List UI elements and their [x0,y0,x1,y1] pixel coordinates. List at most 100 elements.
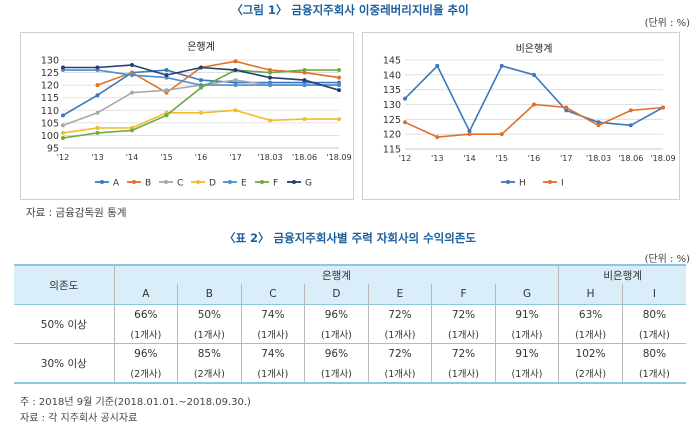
table-cell-count: (1개사) [431,324,496,344]
data-point-A [61,113,65,118]
legend-label: I [561,179,564,189]
y-tick-label: 110 [41,106,59,117]
data-point-G [130,63,134,68]
y-tick-label: 140 [383,70,401,81]
table-cell-count: (1개사) [177,324,242,344]
data-point-H [499,63,504,68]
data-point-I [435,135,440,140]
legend-marker-C [164,180,168,184]
data-point-I [499,132,504,137]
y-tick-label: 120 [41,81,59,92]
table-cell: 72% [431,304,496,324]
x-tick-label: '12 [399,154,411,163]
data-point-F [199,85,203,90]
data-point-A [95,93,100,98]
data-point-G [95,65,100,70]
data-point-I [532,102,536,107]
chart-title: 은행계 [187,41,215,53]
col-header: E [367,284,432,305]
data-point-B [233,59,238,64]
bank-chart: 은행계95100105110115120125130'12'13'14'15'1… [41,41,352,189]
legend-marker-B [132,180,136,184]
data-point-C [95,110,100,115]
data-point-D [337,117,341,122]
table-cell: 63% [558,304,623,324]
data-point-B [337,75,341,80]
col-header: D [304,284,369,305]
row-label: 50% 이상 [14,304,115,344]
dependence-table: 의존도 은행계 비은행계 A B C D E F G H I 50% 이상 66… [14,264,686,384]
legend-marker-E [228,180,232,184]
x-tick-label: '16 [195,153,207,162]
data-point-I [628,108,633,113]
group-bank-header: 은행계 [113,265,559,284]
col-header: C [240,284,305,305]
data-point-I [403,120,407,125]
data-point-F [95,130,100,135]
x-tick-label: '14 [126,153,138,162]
x-tick-label: '14 [463,154,475,163]
data-point-G [268,75,272,80]
table-cell-count: (1개사) [431,363,496,383]
data-point-I [596,123,601,128]
data-point-C [233,78,238,83]
data-point-H [596,120,601,125]
legend-marker-D [196,180,200,184]
data-point-G [199,65,203,70]
table-cell-count: (1개사) [494,324,559,344]
x-tick-label: '18.09 [326,153,351,162]
x-tick-label: '13 [431,154,443,163]
x-tick-label: '15 [160,153,172,162]
data-point-F [337,68,341,73]
legend-marker-F [260,180,264,184]
data-point-E [130,73,134,78]
group-nonbank-header: 비은행계 [558,265,686,284]
y-tick-label: 130 [383,100,401,111]
table-cell: 102% [558,343,623,363]
col-header: G [494,284,559,305]
data-point-H [628,123,633,128]
data-point-I [467,132,472,137]
y-tick-label: 135 [383,85,401,96]
table-cell: 72% [367,304,432,324]
table-cell: 80% [621,304,686,324]
data-point-F [268,70,272,75]
data-point-E [268,83,272,88]
series-line-I [404,103,664,138]
y-tick-label: 105 [41,118,59,129]
nonbank-chart: 비은행계 115 120 125 130 135 140 145 '12 '13 '14 '15 '16… [383,43,676,189]
x-tick-label: '18.06 [292,153,317,162]
table-cell: 96% [304,343,369,363]
data-point-D [268,118,272,123]
table-cell-count: (1개사) [113,324,178,344]
col-header: A [113,284,178,305]
nonbank-chart-panel: 비은행계 115 120 125 130 135 140 145 '12 '13 '14 '15 '16… [362,32,680,200]
table-cell: 80% [621,343,686,363]
table-cell-count: (2개사) [558,363,623,383]
x-tick-label: '18.03 [257,153,282,162]
legend-label: B [145,179,151,189]
col-header: I [621,284,686,305]
data-point-I [661,105,665,110]
x-tick-label: '15 [496,154,508,163]
figure-title: 〈그림 1〉 금융지주회사 이중레버리지비율 추이 [231,3,469,17]
chart-title: 비은행계 [516,43,553,55]
legend-label: G [305,179,312,189]
y-tick-label: 95 [47,144,59,155]
y-tick-label: 115 [383,145,401,156]
legend-label: H [519,179,526,189]
col-header: H [558,284,623,305]
table-cell-count: (1개사) [558,324,623,344]
y-tick-label: 125 [41,68,59,79]
data-point-F [302,68,307,73]
x-tick-label: '18.06 [618,154,643,163]
data-point-F [130,128,134,133]
table-cell: 66% [113,304,178,324]
data-point-G [61,65,65,70]
data-point-F [61,135,65,140]
table-cell: 91% [494,304,559,324]
table-cell-count: (2개사) [113,363,178,383]
data-point-A [199,78,203,83]
col-header: B [177,284,242,305]
figure-unit: (단위 : %) [644,18,690,29]
